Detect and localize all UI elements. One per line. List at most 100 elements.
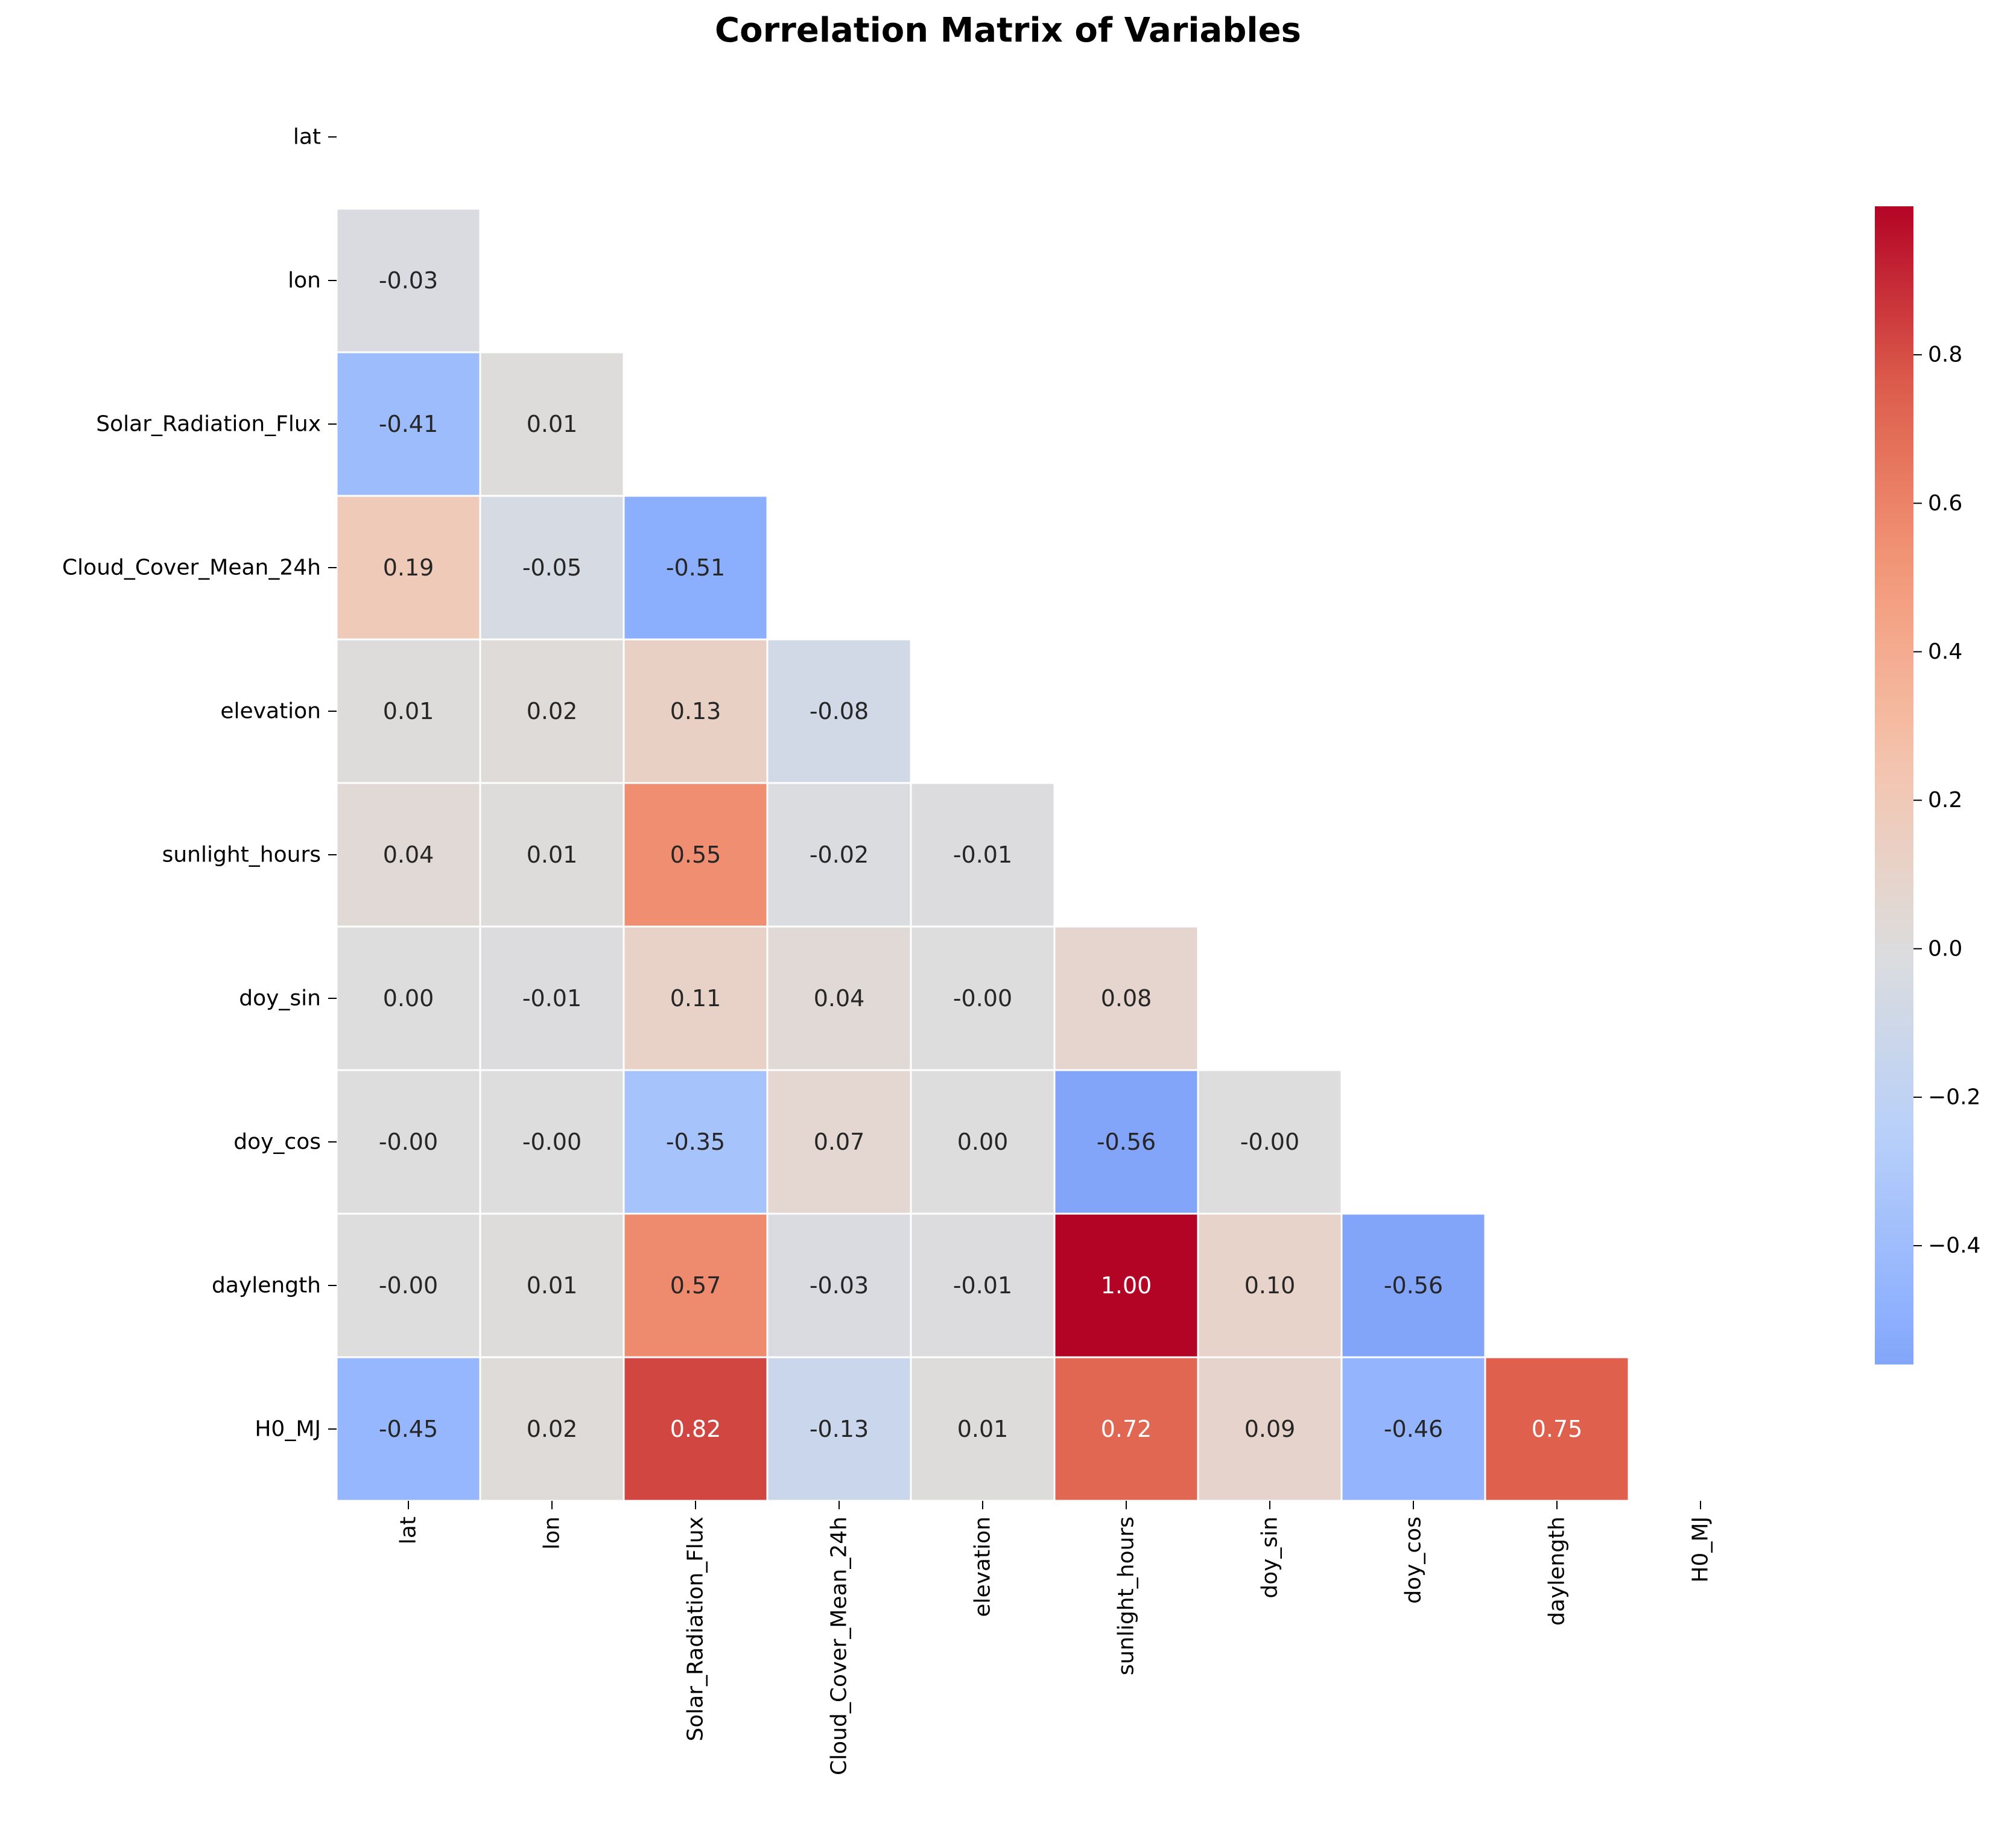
cell-annotation: 0.10 [1244,1272,1296,1299]
y-tick-label: sunlight_hours [162,843,321,867]
y-tick-label: H0_MJ [255,1417,321,1442]
heatmap-cell [479,925,625,1071]
cell-annotation: -0.13 [810,1416,869,1442]
heatmap-cell [479,1212,625,1358]
cell-annotation: -0.03 [379,267,438,294]
heatmap-cell [623,638,769,784]
heatmap-cell [1484,1356,1630,1502]
x-axis: lat lon Solar_Radiation_Flux Cloud_Cover_Me… [396,1501,1713,1775]
cell-annotation: 0.57 [670,1272,721,1299]
x-tick-label: H0_MJ [1688,1516,1713,1583]
cell-annotation: -0.45 [379,1416,438,1442]
cell-annotation: 0.04 [383,841,434,868]
x-tick-label: lat [396,1516,421,1544]
heatmap-cell [335,925,481,1071]
heatmap-cell [766,782,912,928]
cell-annotation: 0.01 [383,698,434,724]
cell-annotation: -0.51 [666,554,725,581]
heatmap-cell [623,925,769,1071]
cell-annotation: 1.00 [1101,1272,1152,1299]
cell-annotation: -0.00 [953,985,1012,1012]
x-tick-label: daylength [1545,1516,1570,1626]
heatmap-cell [910,782,1056,928]
heatmap-cell [910,1069,1056,1215]
y-tick-label: doy_sin [239,986,321,1011]
heatmap-cell [1197,1212,1343,1358]
y-tick-label: daylength [212,1273,321,1298]
heatmap-cell [479,638,625,784]
heatmap-cell [335,351,481,497]
cell-annotation: 0.82 [670,1416,721,1442]
cell-annotation: 0.07 [814,1129,865,1155]
colorbar: −0.4 −0.2 0.0 0.2 0.4 0.6 0.8 [1875,206,1980,1364]
x-tick-label: doy_cos [1401,1516,1426,1604]
heatmap-cell [1340,1356,1486,1502]
heatmap-cell [766,925,912,1071]
cell-annotation: 0.01 [527,1272,578,1299]
cell-annotation: 0.09 [1244,1416,1296,1442]
heatmap-cell [479,351,625,497]
y-tick-label: Solar_Radiation_Flux [96,412,321,437]
colorbar-tick-label: −0.2 [1928,1085,1980,1109]
heatmap-cell [623,1356,769,1502]
cell-annotation: 0.02 [527,698,578,724]
cell-annotation: -0.00 [522,1129,582,1155]
cell-annotation: 0.01 [957,1416,1009,1442]
heatmap-cell [1053,1356,1199,1502]
heatmap-cell [1340,1212,1486,1358]
heatmap-cell [910,1356,1056,1502]
y-tick-label: Cloud_Cover_Mean_24h [62,556,321,580]
cell-annotation: 0.00 [957,1129,1009,1155]
cell-annotation: 0.04 [814,985,865,1012]
heatmap-cell [766,638,912,784]
y-tick-label: lat [293,125,321,150]
cell-annotation: -0.35 [666,1129,725,1155]
colorbar-tick-label: 0.0 [1928,936,1962,961]
cell-annotation: 0.11 [670,985,721,1012]
cell-annotations: -0.03 -0.41 0.01 0.19 -0.05 -0.51 0.01 0.02 0.13… [379,267,1582,1442]
cell-annotation: -0.01 [953,841,1012,868]
heatmap-cell [1197,1069,1343,1215]
cell-annotation: -0.00 [379,1129,438,1155]
heatmap-cell [623,782,769,928]
heatmap-cell [479,782,625,928]
y-tick-label: doy_cos [233,1130,321,1155]
cell-annotation: 0.75 [1532,1416,1583,1442]
cell-annotation: 0.01 [527,411,578,437]
cell-annotation: 0.08 [1101,985,1152,1012]
cell-annotation: -0.41 [379,411,438,437]
cell-annotation: -0.05 [522,554,582,581]
y-axis: lat lon Solar_Radiation_Flux Cloud_Cover_Me… [62,125,337,1442]
colorbar-tick-label: 0.8 [1928,343,1962,367]
cell-annotation: 0.19 [383,554,434,581]
colorbar-tick-label: 0.2 [1928,788,1962,813]
cell-annotation: -0.01 [953,1272,1012,1299]
heatmap-cell [335,1212,481,1358]
cell-annotation: -0.46 [1384,1416,1443,1442]
cell-annotation: -0.56 [1097,1129,1156,1155]
x-tick-label: elevation [971,1516,995,1617]
y-tick-label: elevation [220,699,321,724]
cell-annotation: 0.72 [1101,1416,1152,1442]
cell-annotation: 0.13 [670,698,721,724]
cell-annotation: 0.55 [670,841,721,868]
heatmap-cell [479,1356,625,1502]
cell-annotation: -0.00 [379,1272,438,1299]
cell-annotation: -0.00 [1240,1129,1299,1155]
heatmap-cell [623,1069,769,1215]
cell-annotation: 0.02 [527,1416,578,1442]
heatmap-cell [335,638,481,784]
heatmap-cell [623,1212,769,1358]
cell-annotation: -0.02 [810,841,869,868]
heatmap-cell [335,208,481,353]
heatmap-cell [1053,925,1199,1071]
heatmap-cell [910,925,1056,1071]
cell-annotation: 0.00 [383,985,434,1012]
chart-title: Correlation Matrix of Variables [715,11,1301,50]
cell-annotation: 0.01 [527,841,578,868]
colorbar-tick-label: −0.4 [1928,1234,1980,1258]
colorbar-tick-label: 0.4 [1928,639,1962,664]
heatmap-cell [335,1069,481,1215]
